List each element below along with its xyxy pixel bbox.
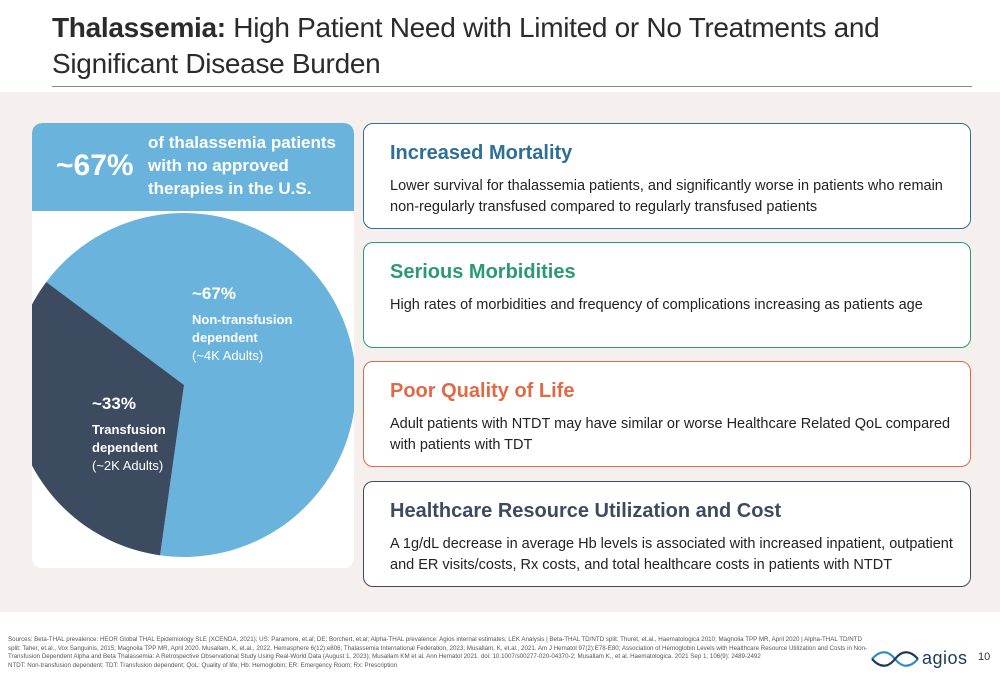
agios-logo-icon xyxy=(871,651,919,667)
patient-share-panel: ~67% of thalassemia patients with no app… xyxy=(32,123,354,568)
pie-label-sub: (~2K Adults) xyxy=(92,458,164,473)
pie-label-pct: ~33% xyxy=(92,394,136,413)
card-title: Healthcare Resource Utilization and Cost xyxy=(390,500,782,522)
card-body: Lower survival for thalassemia patients,… xyxy=(390,178,943,215)
card-poor-quality-of-life: Poor Quality of Life Adult patients with… xyxy=(363,361,971,467)
pie-label-transfusion-dependent: ~33% Transfusion dependent (~2K Adults) xyxy=(92,395,182,475)
card-title: Serious Morbidities xyxy=(390,261,576,283)
headline-text: of thalassemia patients with no approved… xyxy=(148,133,337,198)
logo-wordmark: agios xyxy=(922,648,968,668)
slide-title: Thalassemia: High Patient Need with Limi… xyxy=(52,10,972,82)
pie-label-pct: ~67% xyxy=(192,284,236,303)
footer-sources: Sources: Beta-THAL prevalence: HEOR Glob… xyxy=(8,636,868,670)
slide-title-bold: Thalassemia: xyxy=(52,12,226,43)
title-divider xyxy=(52,86,972,87)
pie-label-name: Non-transfusion dependent xyxy=(192,312,293,345)
card-body: A 1g/dL decrease in average Hb levels is… xyxy=(390,536,953,573)
pie-label-name: Transfusion dependent xyxy=(92,422,166,455)
page-number: 10 xyxy=(978,651,991,663)
pie-chart xyxy=(32,213,354,557)
abbreviations-text: NTDT: Non-transfusion dependent; TDT: Tr… xyxy=(8,661,398,669)
pie-label-sub: (~4K Adults) xyxy=(192,348,264,363)
headline-percentage: ~67% xyxy=(56,149,134,182)
card-title: Poor Quality of Life xyxy=(390,380,575,402)
sources-text: Sources: Beta-THAL prevalence: HEOR Glob… xyxy=(8,636,868,661)
card-serious-morbidities: Serious Morbidities High rates of morbid… xyxy=(363,242,971,348)
pie-slice-transfusion-dependent xyxy=(32,281,184,556)
pie-label-non-transfusion-dependent: ~67% Non-transfusion dependent (~4K Adul… xyxy=(192,285,302,365)
card-body: High rates of morbidities and frequency … xyxy=(390,297,923,313)
card-title: Increased Mortality xyxy=(390,142,573,164)
pie-slice-non-transfusion-dependent xyxy=(46,213,354,557)
slide-title-rest: High Patient Need with Limited or No Tre… xyxy=(52,12,880,79)
card-increased-mortality: Increased Mortality Lower survival for t… xyxy=(363,123,971,229)
card-body: Adult patients with NTDT may have simila… xyxy=(390,416,951,453)
card-healthcare-resource-utilization: Healthcare Resource Utilization and Cost… xyxy=(363,481,971,587)
panel-header: ~67% of thalassemia patients with no app… xyxy=(32,123,354,211)
